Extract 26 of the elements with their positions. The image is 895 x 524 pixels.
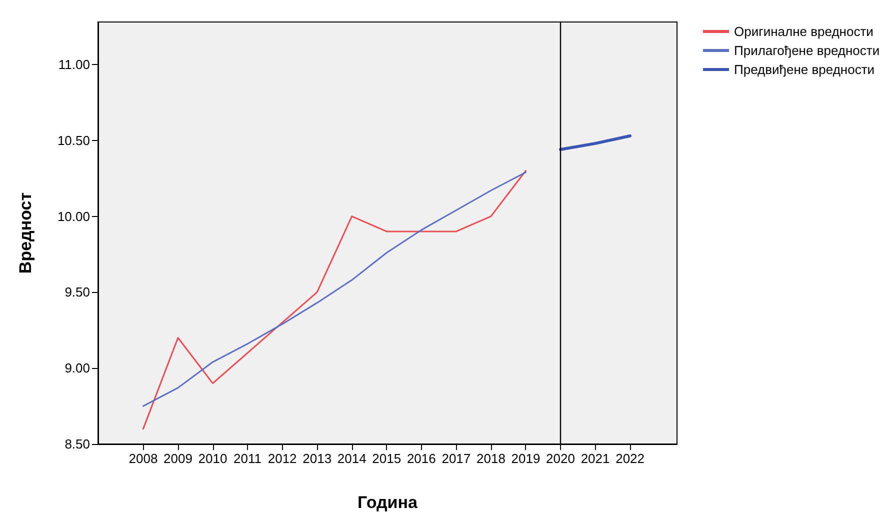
legend-label: Предвиђене вредности [734,62,875,77]
x-tick-label: 2013 [302,451,332,466]
x-tick-label: 2015 [372,451,402,466]
x-tick-label: 2009 [164,451,192,466]
x-tick-label: 2012 [268,451,297,466]
x-tick-label: 2021 [580,451,610,466]
x-tick-label: 2018 [476,451,506,466]
x-tick-label: 2010 [198,451,228,466]
y-tick-label: 11.00 [58,57,90,72]
x-tick-label: 2019 [511,451,540,466]
legend-label: Прилагођене вредности [734,43,880,58]
x-tick-label: 2017 [442,451,471,466]
x-tick-label: 2020 [546,451,575,466]
x-tick-label: 2014 [337,451,366,466]
x-tick-label: 2011 [234,451,262,466]
y-tick-label: 9.50 [64,284,90,300]
y-tick-label: 9.00 [64,360,90,376]
y-tick-label: 8.50 [64,436,90,452]
x-tick-label: 2008 [128,451,158,466]
y-axis-title: Вредност [16,192,35,274]
x-tick-label: 2016 [406,451,436,466]
y-tick-label: 10.50 [57,132,90,148]
legend-label: Оригиналне вредности [734,24,874,39]
x-tick-label: 2022 [616,451,645,466]
y-tick-label: 10.00 [57,208,90,224]
x-axis-title: Година [358,493,418,512]
